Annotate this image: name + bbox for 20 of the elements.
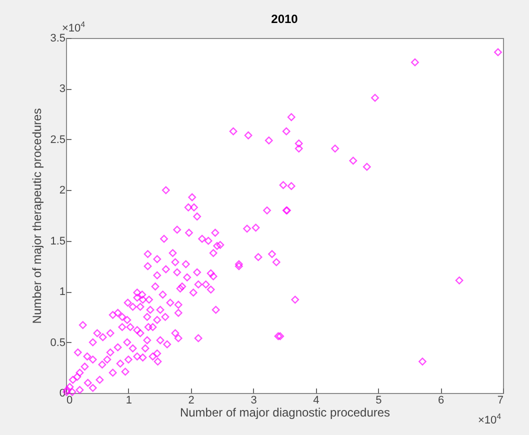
y-tick-label: 2 [59, 184, 66, 197]
x-tick-label: 2 [188, 394, 194, 406]
chart-title: 2010 [271, 12, 298, 26]
y-axis-title: Number of major therapeutic procedures [30, 108, 44, 324]
x-tick-label: 5 [376, 394, 382, 406]
y-tick-label: 3 [59, 83, 66, 96]
x-axis-title: Number of major diagnostic procedures [180, 406, 390, 420]
y-tick-label: 0.5 [50, 336, 66, 349]
text: ×10$^{4}$ [62, 20, 86, 35]
y-tick-label: 2.5 [50, 134, 66, 146]
y-tick-label: 3.5 [50, 32, 66, 44]
x-tick-label: 6 [438, 394, 444, 406]
text: ×10$^{4}$ [478, 412, 502, 427]
y-tick-label: 1.5 [50, 235, 66, 248]
x-tick-label: 0 [66, 394, 73, 406]
x-tick-label: 3 [250, 394, 257, 406]
y-tick-label: 1 [59, 286, 66, 298]
x-tick-label: 7 [497, 394, 504, 406]
x-tick-label: 1 [126, 394, 132, 406]
x-tick-label: 4 [313, 394, 320, 406]
